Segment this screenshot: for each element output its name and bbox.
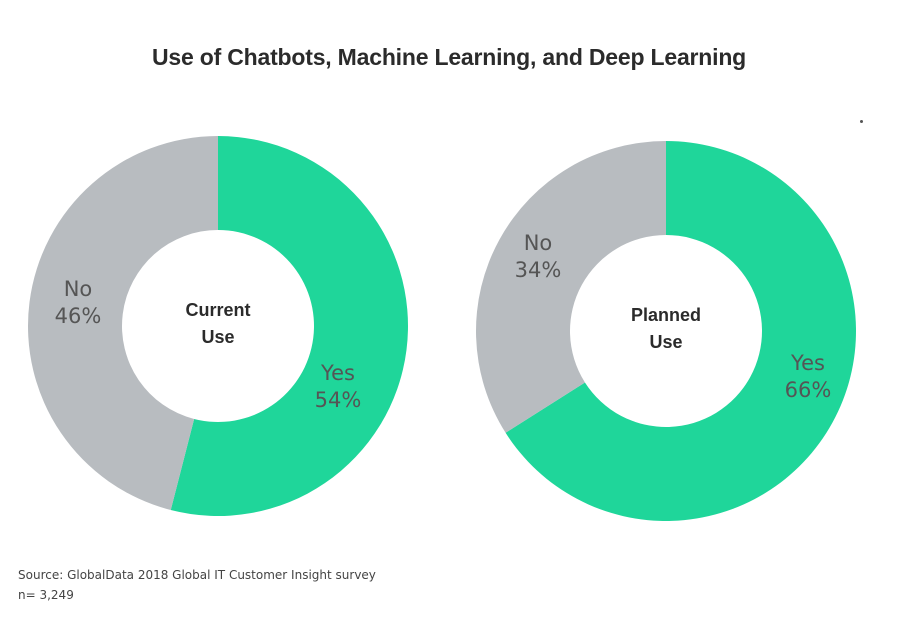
sample-size: n= 3,249 [18,588,74,602]
donut-2-value-yes: 66% [785,378,832,402]
donut-2-slice-no [476,141,666,433]
donut-2-slice-yes [505,141,856,521]
donut-1-slice-no [28,136,218,511]
donut-1-center-label-line1: Current [185,300,250,320]
donut-1-value-no: 46% [55,304,102,328]
donut-1-slice-yes [170,136,408,517]
chart-title: Use of Chatbots, Machine Learning, and D… [151,44,747,70]
donut-1-label-yes: Yes [320,361,355,385]
donut-1-center-label-line2: Use [201,327,234,347]
donut-2-value-no: 34% [515,258,562,282]
source-text: Source: GlobalData 2018 Global IT Custom… [18,568,376,582]
donut-2-center-label-line1: Planned [631,305,701,325]
donut-2-center-label-line2: Use [649,332,682,352]
donut-2-label-no: No [524,231,553,255]
source-note: Source: GlobalData 2018 Global IT Custom… [18,565,376,605]
donut-charts: Yes 54% No 46% Current Use Yes 66% No 34% Planned U… [28,136,856,521]
stray-dot [860,120,863,123]
donut-2-label-yes: Yes [790,351,825,375]
donut-1-value-yes: 54% [315,388,362,412]
donut-1-label-no: No [64,277,93,301]
